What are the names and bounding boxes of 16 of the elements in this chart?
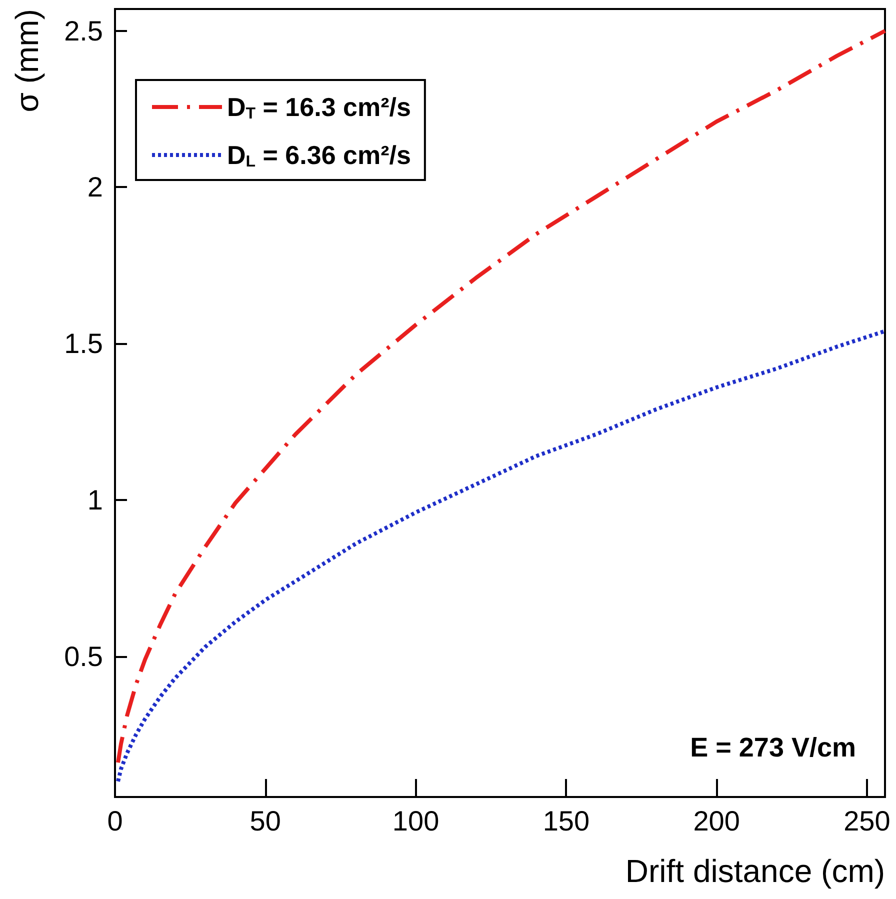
y-tick-label: 0.5 bbox=[64, 640, 103, 672]
y-tick-label: 2 bbox=[87, 172, 103, 203]
x-tick-label: 50 bbox=[250, 806, 281, 836]
annotation: E = 273 V/cm bbox=[690, 732, 856, 762]
x-tick-label: 200 bbox=[693, 806, 740, 836]
x-axis-title: Drift distance (cm) bbox=[625, 853, 885, 889]
y-tick-label: 1.5 bbox=[64, 328, 103, 360]
y-tick-label: 1 bbox=[87, 484, 103, 516]
x-tick-label: 100 bbox=[392, 806, 440, 836]
x-tick-label: 0 bbox=[107, 806, 123, 836]
line-series bbox=[116, 28, 887, 765]
x-tick-label: 150 bbox=[542, 806, 590, 836]
x-tick-label: 250 bbox=[844, 806, 890, 836]
y-axis-title: σ (mm) bbox=[9, 9, 45, 112]
line-series bbox=[116, 329, 887, 784]
y-tick-label: 2.5 bbox=[64, 15, 103, 46]
